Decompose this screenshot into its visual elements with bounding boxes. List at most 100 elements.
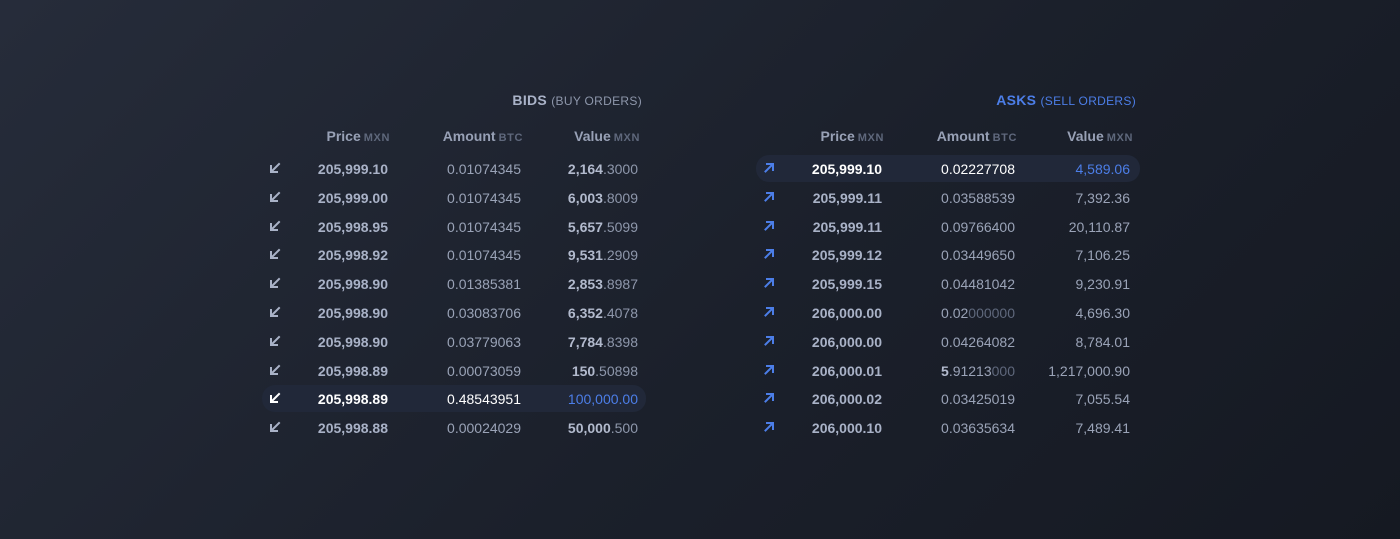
ask-value: 4,696.30 xyxy=(1075,304,1131,321)
ask-amount: 0.02000000 xyxy=(941,305,1015,321)
ask-price: 206,000.10 xyxy=(811,420,882,437)
bids-amount-header-unit: BTC xyxy=(498,132,523,144)
bid-amount: 0.01074345 xyxy=(447,247,521,264)
ask-row[interactable]: 206,000.02 0.03425019 7,055.54 xyxy=(756,384,1140,413)
ask-amount-main: 0.03425019 xyxy=(941,391,1015,408)
ask-row[interactable]: 206,000.10 0.03635634 7,489.41 xyxy=(756,413,1140,442)
ask-price: 206,000.02 xyxy=(811,391,882,408)
ask-price: 206,000.00 xyxy=(811,304,882,321)
ask-amount: 0.04264082 xyxy=(941,334,1015,350)
bid-row[interactable]: 205,998.90 0.03779063 7,784.8398 xyxy=(262,327,646,356)
ask-amount: 0.04481042 xyxy=(941,276,1015,292)
ask-amount: 0.03425019 xyxy=(941,391,1015,407)
ask-value: 7,489.41 xyxy=(1075,420,1131,437)
arrow-up-right-icon xyxy=(764,191,774,202)
bid-row[interactable]: 205,999.10 0.01074345 2,164.3000 xyxy=(262,154,646,183)
bid-price: 205,998.90 xyxy=(317,304,388,321)
bid-value-integer: 150 xyxy=(571,362,596,379)
ask-price: 205,999.12 xyxy=(811,247,882,264)
ask-row[interactable]: 205,999.12 0.03449650 7,106.25 xyxy=(756,240,1140,269)
bid-value: 100,000.00 xyxy=(568,391,638,407)
bid-value-integer: 9,531 xyxy=(567,247,603,264)
bid-value: 7,784.8398 xyxy=(568,334,638,350)
arrow-up-right-icon xyxy=(764,163,774,173)
ask-row[interactable]: 206,000.00 0.04264082 8,784.01 xyxy=(756,327,1140,356)
bids-amount-header-label: Amount xyxy=(442,128,496,144)
ask-row[interactable]: 206,000.01 5.91213000 1,217,000.90 xyxy=(756,356,1140,385)
bid-value-fraction: .50898 xyxy=(595,362,638,379)
bids-value-header[interactable]: Value MXN xyxy=(574,128,640,144)
bid-value-integer: 100,000 xyxy=(567,391,619,408)
arrow-down-left-icon xyxy=(270,248,281,260)
arrow-up-right-icon xyxy=(764,249,774,260)
bids-price-header-unit: MXN xyxy=(363,132,390,144)
bid-row[interactable]: 205,998.90 0.01385381 2,853.8987 xyxy=(262,269,646,298)
bid-value-integer: 2,853 xyxy=(567,276,603,293)
asks-price-header[interactable]: Price MXN xyxy=(821,128,885,144)
bid-price: 205,998.89 xyxy=(317,391,388,408)
bid-amount: 0.03779063 xyxy=(447,333,521,350)
asks-amount-header-label: Amount xyxy=(936,128,990,144)
arrow-up-right-icon xyxy=(764,393,774,404)
arrow-down-left-icon xyxy=(270,191,281,202)
bid-value-integer: 5,657 xyxy=(567,218,603,235)
arrow-down-left-icon xyxy=(270,364,281,375)
bid-amount: 0.01074345 xyxy=(447,218,521,235)
ask-amount: 5.91213000 xyxy=(941,363,1015,379)
ask-price: 206,000.00 xyxy=(811,333,882,350)
ask-amount-lead: 5 xyxy=(941,362,949,379)
ask-row[interactable]: 205,999.15 0.04481042 9,230.91 xyxy=(756,269,1140,298)
bid-value-integer: 6,003 xyxy=(567,189,603,206)
bid-price: 205,999.00 xyxy=(317,189,388,206)
bids-value-header-unit: MXN xyxy=(613,132,640,144)
bid-row[interactable]: 205,998.95 0.01074345 5,657.5099 xyxy=(262,212,646,241)
ask-amount-main: 0.02227708 xyxy=(941,161,1015,177)
bid-row[interactable]: 205,998.89 0.48543951 100,000.00 xyxy=(262,384,646,413)
bids-title-label: BIDS xyxy=(512,92,548,108)
bid-amount: 0.00024029 xyxy=(447,420,521,437)
bids-title: BIDS (BUY ORDERS) xyxy=(512,92,642,108)
arrow-up-right-icon xyxy=(764,422,774,433)
ask-row[interactable]: 205,999.11 0.03588539 7,392.36 xyxy=(756,183,1140,212)
bid-price: 205,998.90 xyxy=(317,333,388,350)
bid-row[interactable]: 205,998.89 0.00073059 150.50898 xyxy=(262,356,646,385)
ask-amount: 0.02227708 xyxy=(941,161,1015,177)
asks-value-header-label: Value xyxy=(1067,128,1104,144)
ask-row[interactable]: 205,999.10 0.02227708 4,589.06 xyxy=(756,154,1140,183)
ask-amount: 0.03588539 xyxy=(941,190,1015,206)
bid-row[interactable]: 205,999.00 0.01074345 6,003.8009 xyxy=(262,183,646,212)
ask-value: 4,589.06 xyxy=(1075,161,1131,177)
bid-price: 205,998.88 xyxy=(317,420,388,437)
bid-value-fraction: .8009 xyxy=(602,189,638,206)
bids-amount-header[interactable]: Amount BTC xyxy=(443,128,523,144)
ask-value: 8,784.01 xyxy=(1075,333,1131,350)
bid-value: 9,531.2909 xyxy=(568,247,638,263)
bid-value-fraction: .8987 xyxy=(602,276,638,293)
bid-row[interactable]: 205,998.90 0.03083706 6,352.4078 xyxy=(262,298,646,327)
bid-row[interactable]: 205,998.92 0.01074345 9,531.2909 xyxy=(262,240,646,269)
asks-value-header[interactable]: Value MXN xyxy=(1067,128,1133,144)
ask-row[interactable]: 205,999.11 0.09766400 20,110.87 xyxy=(756,212,1140,241)
arrow-up-right-icon xyxy=(764,364,774,375)
bid-price: 205,998.95 xyxy=(317,218,388,235)
asks-title: ASKS (SELL ORDERS) xyxy=(996,92,1136,108)
ask-amount-trail: 000 xyxy=(991,362,1015,379)
bid-amount: 0.00073059 xyxy=(447,362,521,379)
arrow-down-left-icon xyxy=(270,306,281,317)
ask-price: 205,999.11 xyxy=(812,218,882,235)
arrow-up-right-icon xyxy=(764,335,774,346)
asks-amount-header[interactable]: Amount BTC xyxy=(937,128,1017,144)
arrow-down-left-icon xyxy=(270,335,281,346)
asks-value-header-unit: MXN xyxy=(1106,132,1133,144)
bid-price: 205,998.90 xyxy=(317,276,388,293)
bid-price: 205,999.10 xyxy=(317,161,388,177)
ask-row[interactable]: 206,000.00 0.02000000 4,696.30 xyxy=(756,298,1140,327)
bid-value-fraction: .8398 xyxy=(602,333,638,350)
bid-value: 6,003.8009 xyxy=(568,190,638,206)
ask-value: 20,110.87 xyxy=(1068,218,1130,235)
ask-amount-main: 0.04481042 xyxy=(941,276,1015,293)
bid-row[interactable]: 205,998.88 0.00024029 50,000.500 xyxy=(262,413,646,442)
bids-price-header-label: Price xyxy=(326,128,361,144)
arrow-down-left-icon xyxy=(270,421,281,433)
bids-price-header[interactable]: Price MXN xyxy=(327,128,391,144)
